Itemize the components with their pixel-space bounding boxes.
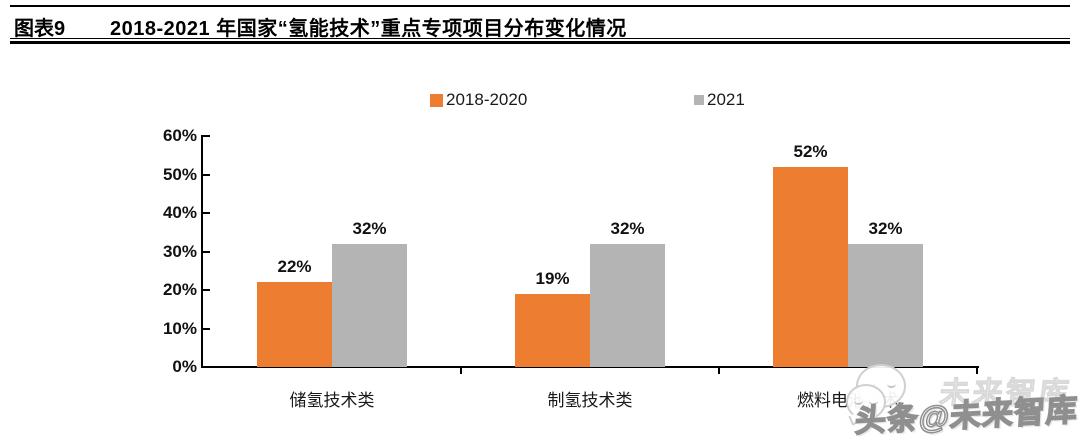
x-axis-tick [460, 367, 462, 374]
y-axis-tick-label: 50% [162, 164, 197, 184]
y-axis-tick [203, 250, 210, 253]
header-divider-thin [10, 38, 1070, 39]
top-rule [10, 5, 1070, 7]
y-axis-tick-label: 20% [162, 280, 197, 299]
bar-2018-2020-1 [257, 282, 332, 367]
y-axis-tick-label: 40% [162, 203, 197, 222]
legend-swatch-icon [694, 95, 704, 105]
category-label: 制氢技术类 [547, 391, 633, 410]
bar-2021-1 [332, 243, 407, 367]
watermark: 未来智库 头条@未来智库 [840, 364, 1080, 444]
chart-tag: 图表9 [14, 18, 66, 40]
data-label: 32% [610, 218, 645, 238]
legend-swatch-icon [430, 93, 443, 107]
x-axis-tick [976, 367, 978, 374]
legend-label: 2018-2020 [446, 90, 528, 109]
y-axis-tick-label: 60% [162, 126, 197, 145]
data-label: 22% [277, 257, 312, 277]
data-label: 32% [352, 218, 387, 238]
legend-label: 2021 [707, 90, 745, 109]
y-axis-tick [203, 327, 210, 330]
page-title: 2018-2021 年国家“氢能技术”重点专项项目分布变化情况 [110, 18, 627, 40]
y-axis-tick [203, 135, 210, 137]
bar-2021-2 [590, 243, 665, 367]
data-label: 32% [868, 218, 903, 238]
y-axis-tick-label: 30% [162, 241, 197, 261]
bar-2021-3 [848, 243, 923, 367]
x-axis-tick [718, 367, 720, 374]
x-axis-line [201, 366, 979, 368]
data-label: 52% [793, 141, 828, 161]
y-axis-tick-label: 0% [172, 357, 197, 376]
header-divider-thick [10, 41, 1070, 44]
bar-2018-2020-2 [515, 293, 590, 367]
data-label: 19% [535, 268, 570, 288]
y-axis-line [201, 135, 203, 368]
bar-2018-2020-3 [773, 166, 848, 367]
legend-item-2021: 2021 [694, 90, 745, 110]
category-label: 储氢技术类 [289, 391, 375, 410]
y-axis-tick [203, 289, 210, 291]
y-axis-tick-label: 10% [162, 318, 197, 338]
y-axis-tick [203, 212, 210, 214]
y-axis-tick [203, 173, 210, 176]
legend-item-2018-2020: 2018-2020 [430, 90, 527, 110]
